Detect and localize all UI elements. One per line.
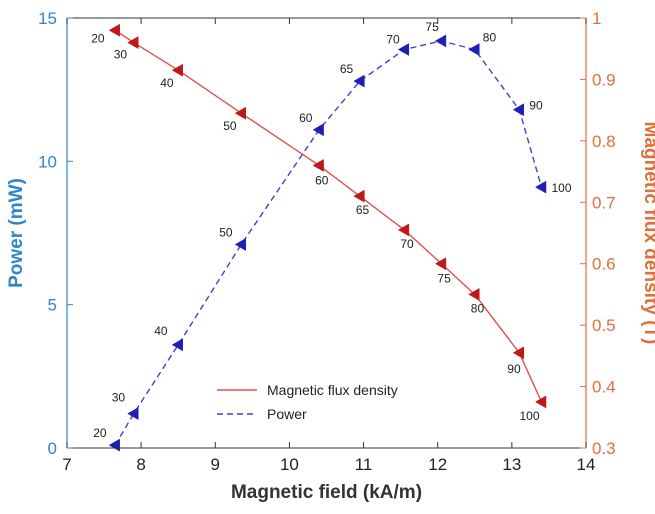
series-flux-point-label: 100 (520, 409, 540, 423)
series-power-point-label: 100 (552, 181, 572, 195)
point-labels: 20 30 40 50 60 65 70 75 80 90 100 20 30 40 50 60 65 70 75 8… (91, 20, 572, 440)
y-left-tick-label: 0 (48, 439, 57, 458)
y-right-tick-label: 0.6 (592, 255, 616, 274)
y-right-tick-label: 0.9 (592, 70, 616, 89)
y-axis-left-title: Power (mW) (6, 178, 27, 288)
series-flux-point-label: 90 (507, 362, 521, 376)
series-power-point-label: 75 (425, 20, 439, 34)
x-tick-label: 10 (280, 455, 299, 474)
series-flux-point (512, 346, 525, 360)
legend-entry: Magnetic flux density (267, 382, 398, 398)
series-flux-point (468, 287, 480, 301)
series-flux-point-label: 40 (160, 76, 174, 90)
series-power-point-label: 70 (386, 33, 400, 47)
series-flux-point-label: 60 (315, 173, 329, 187)
series-flux-point (353, 189, 365, 203)
series-power-point (397, 43, 410, 56)
series-power-line (114, 40, 543, 446)
y-right-tick-label: 0.7 (592, 193, 616, 212)
x-tick-label: 8 (136, 455, 145, 474)
series-flux-point-label: 50 (223, 119, 237, 133)
legend-box (205, 372, 445, 430)
legend: Magnetic flux density Power (205, 372, 445, 430)
series-power-point-label: 90 (529, 99, 543, 113)
y-left-tick-label: 15 (38, 9, 57, 28)
x-tick-label: 14 (577, 455, 596, 474)
series-power-point (312, 123, 324, 137)
series-flux-point (108, 23, 120, 37)
series-flux (108, 23, 547, 409)
x-tick-label: 13 (502, 455, 521, 474)
y-right-tick-label: 0.8 (592, 132, 616, 151)
series-power-point-label: 20 (93, 426, 107, 440)
series-power-point-label: 65 (340, 62, 354, 76)
series-power-point (234, 238, 246, 251)
series-power-point-label: 60 (299, 111, 313, 125)
series-power-point-label: 30 (112, 391, 126, 405)
series-flux-point (434, 257, 447, 271)
series-layer (108, 23, 547, 452)
series-power-point (512, 103, 525, 117)
series-power-point (434, 34, 447, 48)
series-flux-point (127, 36, 139, 50)
series-power-point (127, 407, 139, 421)
series-flux-point (312, 158, 324, 172)
series-power-point (353, 74, 365, 88)
x-tick-label: 9 (211, 455, 220, 474)
series-power-point (468, 43, 480, 56)
x-tick-label: 11 (355, 455, 373, 474)
series-flux-point-label: 30 (114, 48, 128, 62)
series-power-point (171, 338, 183, 352)
series-flux-point (535, 395, 547, 409)
series-flux-point-label: 70 (400, 237, 414, 251)
series-power-point (535, 180, 547, 194)
y-axis-right-title: Magnetic flux density (T) (640, 122, 655, 345)
y-right-tick-label: 0.4 (592, 378, 616, 397)
axes: 7 8 9 10 11 12 13 140510150.30.40.50.60.70.80.9… (38, 9, 616, 474)
y-left-tick-label: 5 (48, 296, 57, 315)
series-power-point-label: 40 (154, 324, 168, 338)
series-flux-point-label: 65 (356, 203, 370, 217)
series-flux-point (171, 63, 183, 77)
x-tick-label: 7 (62, 455, 71, 474)
y-right-tick-label: 0.3 (592, 439, 616, 458)
series-flux-point-label: 75 (437, 272, 451, 286)
x-tick-label: 12 (428, 455, 447, 474)
series-power (108, 34, 547, 452)
y-left-tick-label: 10 (38, 152, 57, 171)
x-axis-title: Magnetic field (kA/m) (231, 482, 422, 503)
legend-entry: Power (267, 406, 307, 422)
y-right-tick-label: 1 (592, 9, 601, 28)
series-flux-point (397, 223, 410, 237)
series-flux-point-label: 20 (91, 31, 105, 45)
series-power-point-label: 80 (483, 31, 497, 45)
y-right-tick-label: 0.5 (592, 316, 616, 335)
series-flux-point-label: 80 (471, 301, 485, 315)
series-power-point-label: 50 (219, 225, 233, 239)
series-flux-point (234, 106, 246, 120)
